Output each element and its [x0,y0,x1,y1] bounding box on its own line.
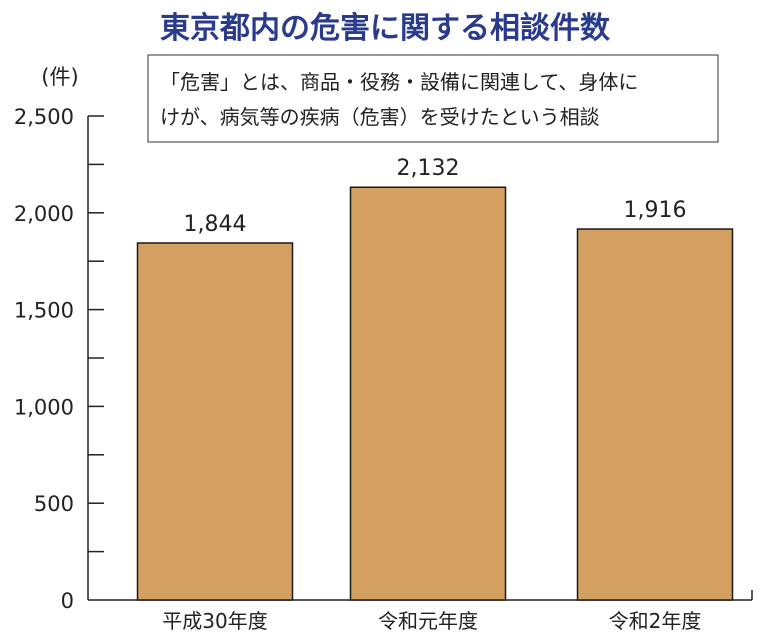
y-unit-label: (件) [41,65,78,89]
note-box [147,54,719,143]
y-tick-label: 0 [61,589,74,613]
y-tick-label: 500 [34,492,74,516]
x-category-label: 平成30年度 [162,609,267,633]
y-tick-label: 1,000 [14,395,74,419]
bars [136,186,734,601]
y-tick-label: 1,500 [14,299,74,323]
bar [349,186,507,601]
bar-value-label: 2,132 [397,156,460,181]
y-tick-label: 2,500 [14,105,74,129]
note-line-2: けが、病気等の疾病（危害）を受けたという相談 [160,105,600,129]
bar-value-label: 1,916 [624,198,687,223]
note-line-1: 「危害」とは、商品・役務・設備に関連して、身体に [160,70,638,94]
y-ticks: 0 500 1,000 1,500 2,000 2,500 [14,105,104,613]
bar-value-label: 1,844 [184,212,247,237]
value-labels: 1,844 2,132 1,916 [184,156,687,237]
x-labels: 平成30年度 令和元年度 令和2年度 [162,609,701,633]
bar [576,228,734,601]
x-category-label: 令和元年度 [378,609,478,633]
x-category-label: 令和2年度 [609,609,702,633]
bar [136,242,294,601]
chart-title: 東京都内の危害に関する相談件数 [160,11,611,46]
y-tick-label: 2,000 [14,202,74,226]
